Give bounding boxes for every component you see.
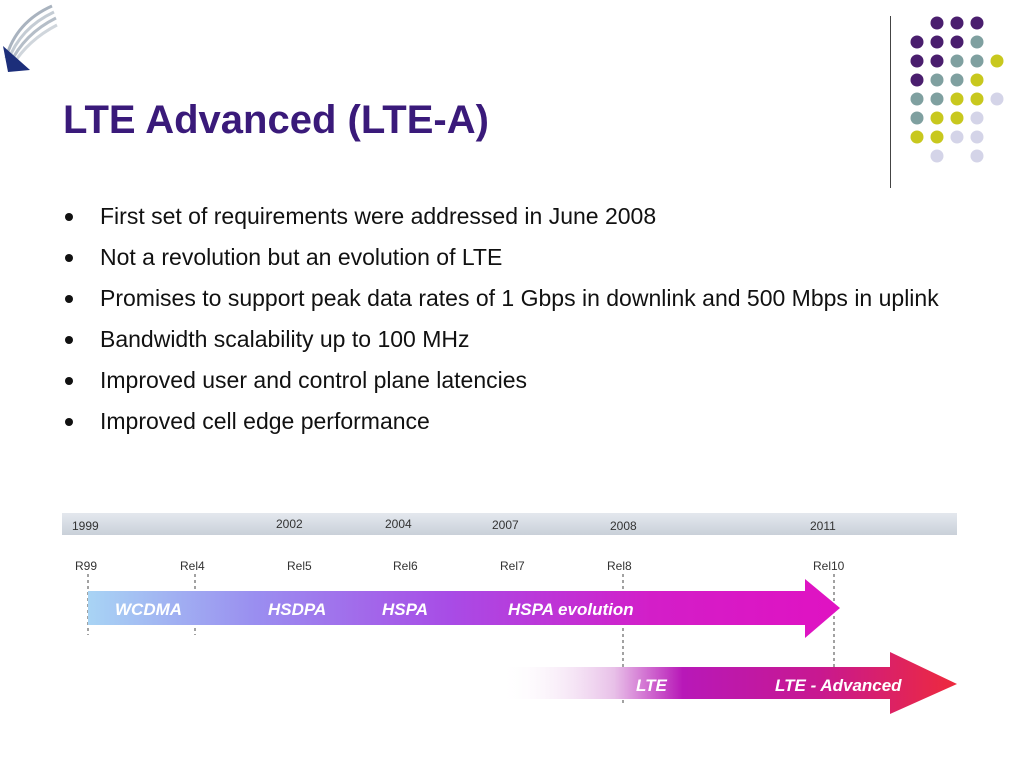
decorative-dot <box>910 54 924 68</box>
bullet-dot-icon <box>65 213 73 221</box>
bullet-dot-icon <box>65 254 73 262</box>
year-bar <box>62 513 957 535</box>
decorative-dot <box>950 73 964 87</box>
year-label: 2008 <box>610 519 637 533</box>
upper-arrow-label: HSPA evolution <box>508 600 634 619</box>
bullet-item: Improved cell edge performance <box>63 405 963 437</box>
decorative-dot <box>970 73 984 87</box>
upper-arrow-label: HSPA <box>382 600 428 619</box>
release-label: Rel7 <box>500 559 525 573</box>
decorative-dot <box>930 35 944 49</box>
release-label: Rel10 <box>813 559 845 573</box>
bullet-dot-icon <box>65 377 73 385</box>
slide-title: LTE Advanced (LTE-A) <box>63 98 489 142</box>
bullet-item: Bandwidth scalability up to 100 MHz <box>63 323 963 355</box>
decorative-dot <box>950 92 964 106</box>
bullet-dot-icon <box>65 295 73 303</box>
bullet-text: Bandwidth scalability up to 100 MHz <box>100 326 470 352</box>
lower-arrow-label: LTE <box>636 676 668 695</box>
decorative-dot <box>950 111 964 125</box>
decorative-dot <box>950 54 964 68</box>
company-logo-icon <box>3 4 58 72</box>
bullet-item: Improved user and control plane latencie… <box>63 364 963 396</box>
header-divider <box>890 16 891 188</box>
bullet-text: First set of requirements were addressed… <box>100 203 657 229</box>
decorative-dot <box>910 73 924 87</box>
decorative-dot <box>990 54 1004 68</box>
decorative-dot <box>930 111 944 125</box>
decorative-dot <box>970 35 984 49</box>
bullet-dot-icon <box>65 336 73 344</box>
decorative-dot-grid <box>910 16 1004 163</box>
decorative-dot <box>970 16 984 30</box>
decorative-dot <box>930 149 944 163</box>
bullet-dot-icon <box>65 418 73 426</box>
decorative-dot <box>930 54 944 68</box>
year-label: 2007 <box>492 518 519 532</box>
upper-arrow-label: WCDMA <box>115 600 182 619</box>
bullet-item: Promises to support peak data rates of 1… <box>63 282 963 314</box>
decorative-dot <box>970 149 984 163</box>
year-label: 2011 <box>810 519 836 533</box>
decorative-dot <box>990 92 1004 106</box>
decorative-dot <box>930 130 944 144</box>
release-label: R99 <box>75 559 97 573</box>
upper-arrow-label: HSDPA <box>268 600 326 619</box>
bullet-text: Improved cell edge performance <box>100 408 430 434</box>
decorative-dot <box>910 92 924 106</box>
release-timeline-diagram: 1999 2002 2004 2007 2008 2011 R99 Rel4 Rel5 Rel6… <box>62 513 957 714</box>
bullet-item: First set of requirements were addressed… <box>63 200 963 232</box>
bullet-text: Improved user and control plane latencie… <box>100 367 528 393</box>
lower-arrow-label: LTE - Advanced <box>775 676 902 695</box>
decorative-dot <box>950 130 964 144</box>
year-label: 2002 <box>276 517 303 531</box>
bullet-list: First set of requirements were addressed… <box>63 200 963 446</box>
release-label: Rel4 <box>180 559 205 573</box>
release-label: Rel6 <box>393 559 418 573</box>
year-label: 2004 <box>385 517 412 531</box>
release-label: Rel8 <box>607 559 632 573</box>
release-label: Rel5 <box>287 559 312 573</box>
year-label: 1999 <box>72 519 99 533</box>
decorative-dot <box>910 130 924 144</box>
decorative-dot <box>910 35 924 49</box>
decorative-dot <box>970 92 984 106</box>
bullet-text: Not a revolution but an evolution of LTE <box>100 244 503 270</box>
decorative-dot <box>970 130 984 144</box>
bullet-text: Promises to support peak data rates of 1… <box>100 285 939 311</box>
decorative-dot <box>950 16 964 30</box>
upper-evolution-arrow <box>88 579 840 638</box>
bullet-item: Not a revolution but an evolution of LTE <box>63 241 963 273</box>
decorative-dot <box>970 54 984 68</box>
lower-evolution-arrow <box>500 652 957 714</box>
decorative-dot <box>950 35 964 49</box>
decorative-dot <box>930 92 944 106</box>
decorative-dot <box>930 73 944 87</box>
decorative-dot <box>930 16 944 30</box>
decorative-dot <box>970 111 984 125</box>
decorative-dot <box>910 111 924 125</box>
